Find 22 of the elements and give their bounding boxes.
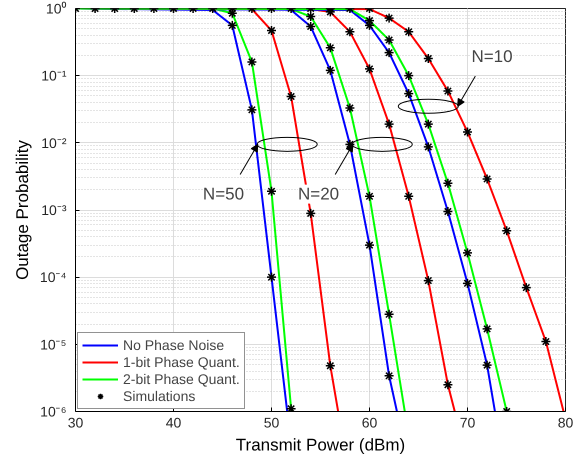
- x-tick-label: 40: [166, 414, 182, 430]
- x-axis-title: Transmit Power (dBm): [236, 436, 406, 454]
- y-axis-title: Outage Probability: [12, 140, 32, 280]
- annotation: N=10: [471, 46, 513, 66]
- x-tick-label: 80: [558, 414, 574, 430]
- legend-label: Simulations: [123, 388, 196, 404]
- y-tick-label: 10⁻²: [41, 134, 67, 151]
- x-tick-label: 60: [362, 414, 378, 430]
- y-tick-label: 10⁻⁴: [40, 269, 67, 286]
- x-tick-label: 30: [68, 414, 84, 430]
- y-tick-label: 10⁻³: [41, 202, 67, 218]
- annotation: N=50: [202, 184, 244, 204]
- y-tick-label: 10⁻¹: [41, 68, 67, 84]
- x-tick-label: 70: [460, 414, 476, 430]
- y-tick-label: 10⁻⁶: [40, 404, 67, 420]
- legend-label: 2-bit Phase Quant.: [123, 371, 240, 387]
- y-tick-label: 10⁻⁵: [40, 336, 67, 352]
- legend-label: No Phase Noise: [123, 337, 224, 353]
- x-tick-label: 50: [264, 414, 280, 430]
- y-tick-label: 10⁰: [46, 0, 67, 16]
- legend-label: 1-bit Phase Quant.: [123, 354, 240, 370]
- annotation: N=20: [298, 184, 340, 204]
